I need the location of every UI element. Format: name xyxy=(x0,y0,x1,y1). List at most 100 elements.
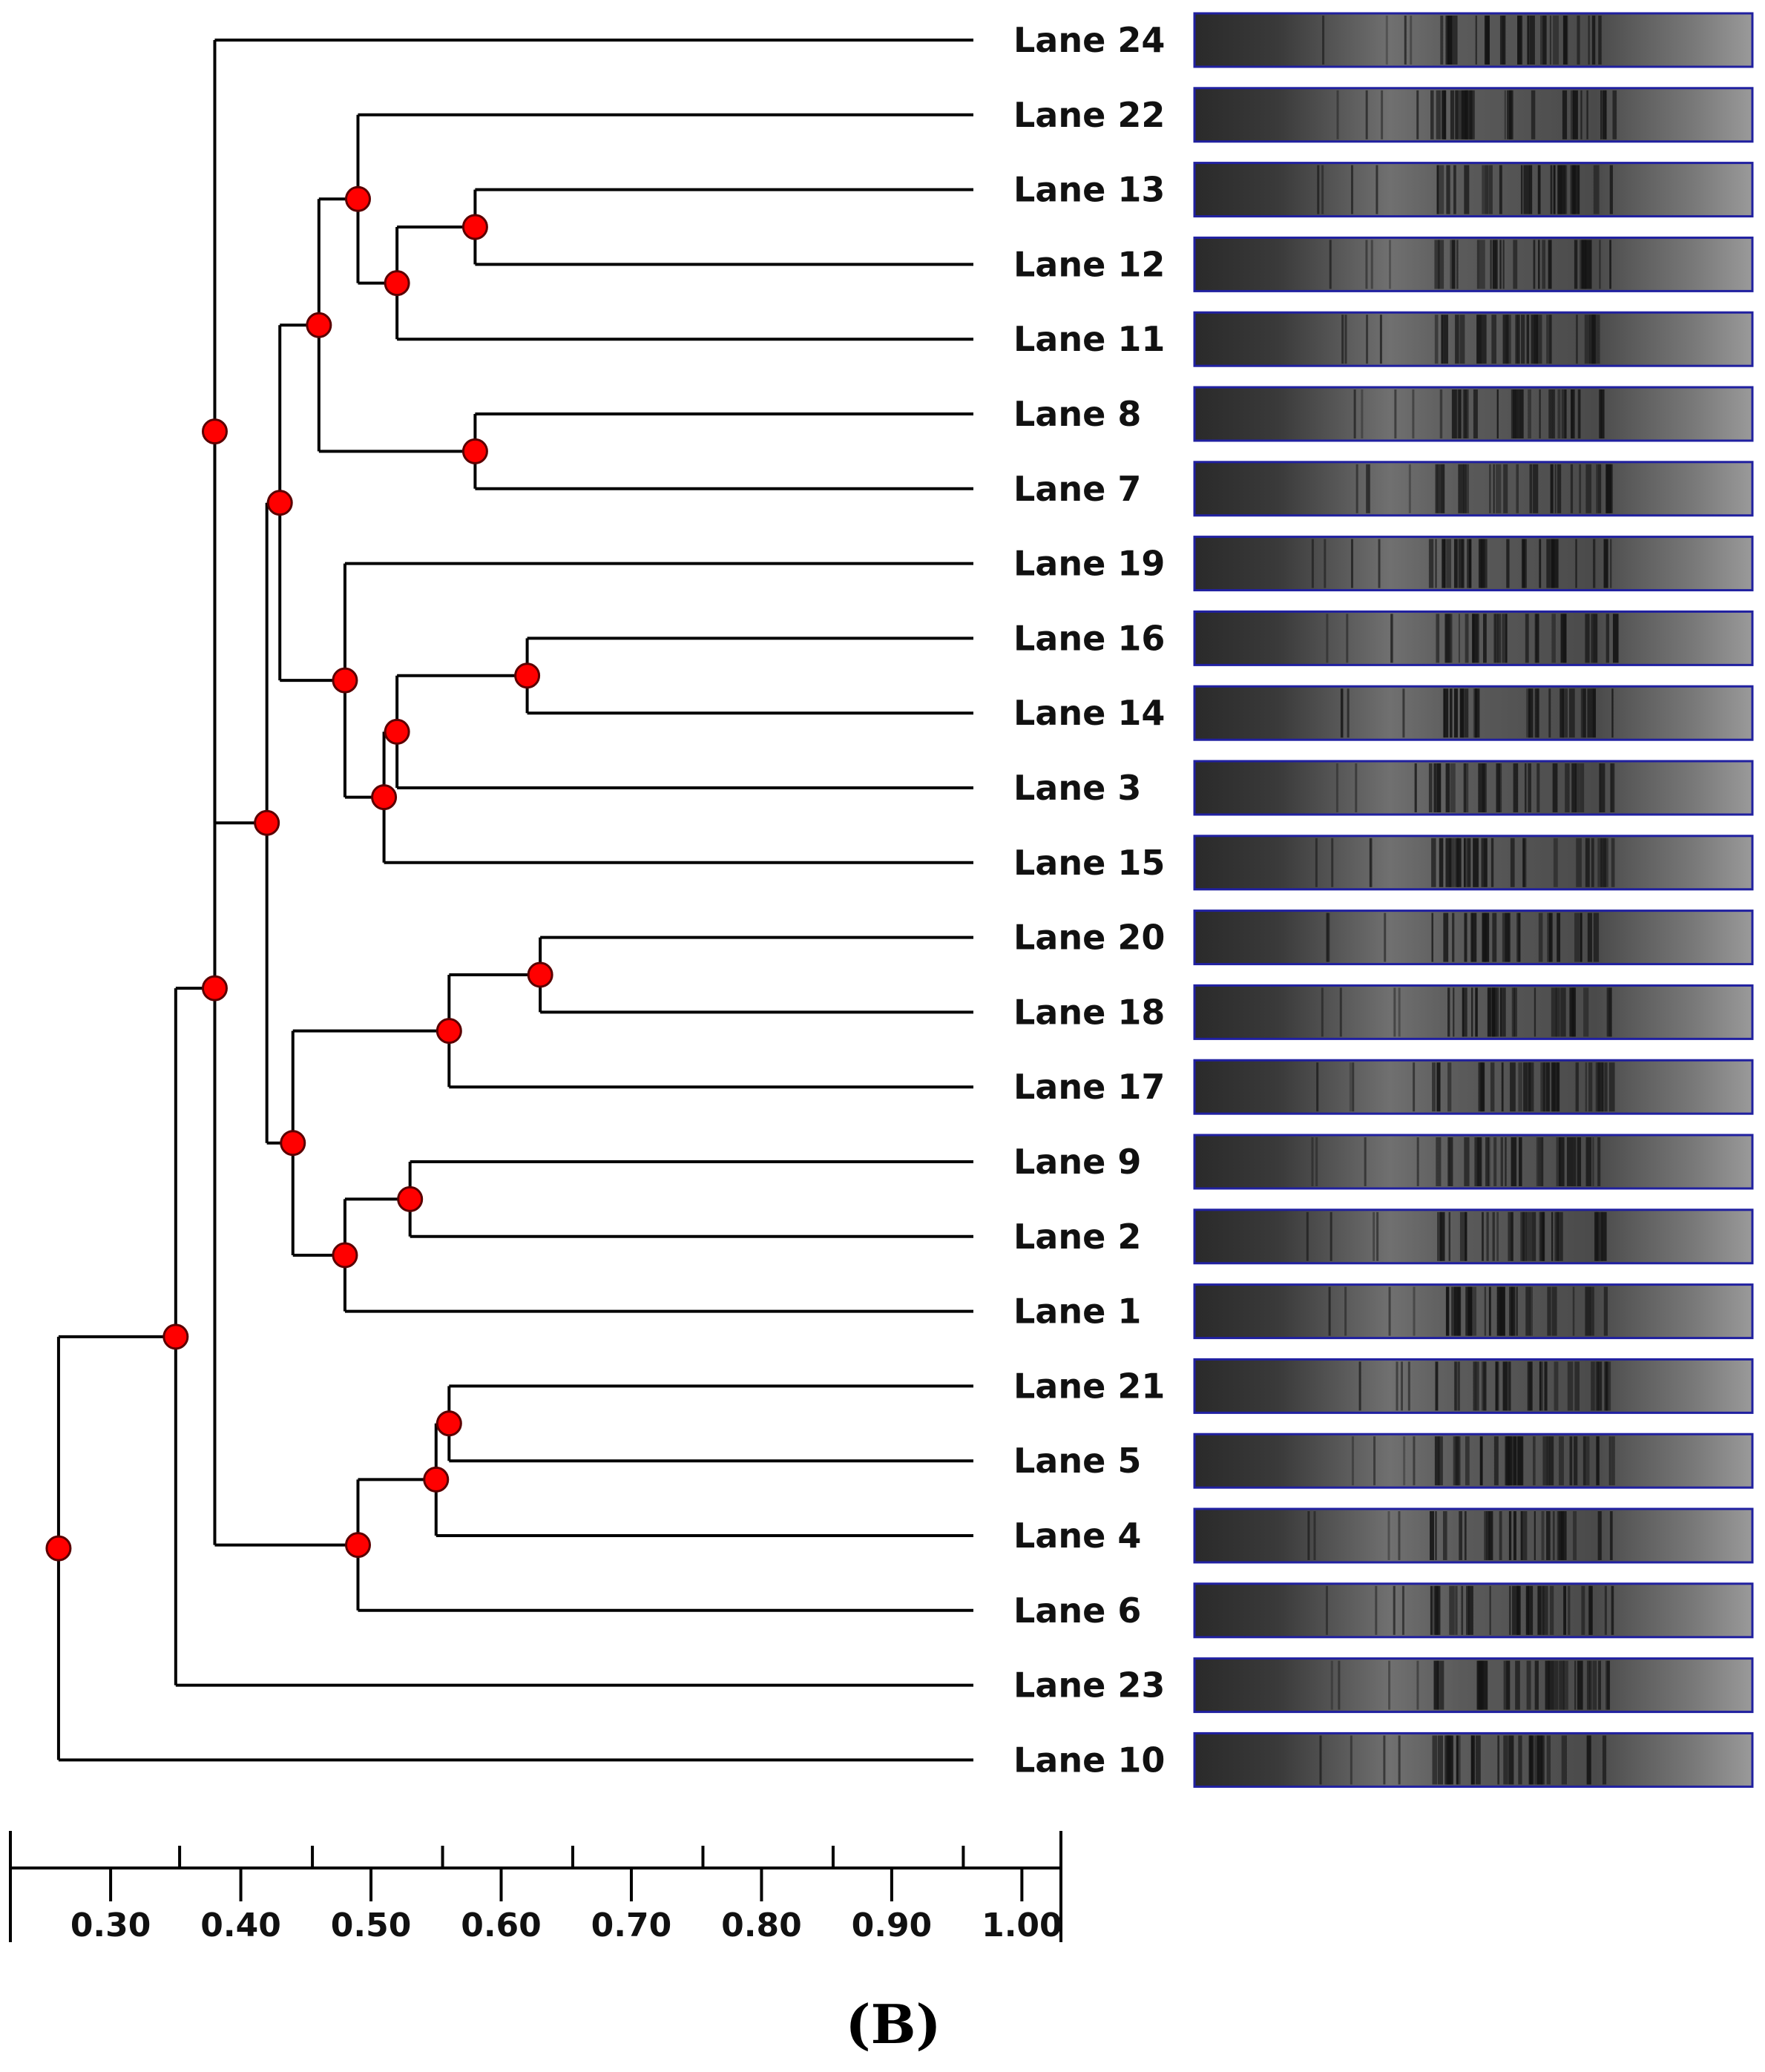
node-marker-n13 xyxy=(397,1185,424,1212)
gel-frame-lane-2 xyxy=(1193,1208,1754,1265)
node-marker-n11 xyxy=(527,961,553,988)
node-marker-n1 xyxy=(461,214,488,240)
node-marker-n18 xyxy=(436,1410,462,1437)
lane-label-lane-20: Lane 20 xyxy=(1013,918,1165,958)
lane-label-lane-22: Lane 22 xyxy=(1013,95,1165,135)
gel-lane-lane-6 xyxy=(1193,1582,1754,1639)
node-marker-n20 xyxy=(344,1532,371,1559)
lane-label-lane-15: Lane 15 xyxy=(1013,843,1165,883)
lane-label-lane-9: Lane 9 xyxy=(1013,1142,1141,1182)
gel-bands-lane-17 xyxy=(1316,1062,1615,1112)
gel-bands-lane-16 xyxy=(1326,614,1619,663)
node-marker-n10 xyxy=(266,490,293,516)
node-marker-n19 xyxy=(423,1466,450,1493)
lane-label-lane-17: Lane 17 xyxy=(1013,1067,1165,1107)
similarity-axis: 0.30 0.40 0.50 0.60 0.70 0.80 0.90 1.00 xyxy=(9,1831,1062,1944)
axis-tick-label-4: 0.70 xyxy=(591,1907,672,1944)
gel-lane-lane-7 xyxy=(1193,461,1754,517)
gel-frame-lane-1 xyxy=(1193,1283,1754,1340)
node-marker-n14 xyxy=(332,1242,358,1269)
node-marker-n12 xyxy=(436,1018,462,1045)
lane-label-lane-19: Lane 19 xyxy=(1013,544,1165,584)
lane-label-lane-7: Lane 7 xyxy=(1013,469,1141,509)
gel-frame-lane-9 xyxy=(1193,1134,1754,1190)
lane-label-lane-11: Lane 11 xyxy=(1013,319,1165,359)
gel-lane-lane-23 xyxy=(1193,1657,1754,1714)
gel-lane-lane-3 xyxy=(1193,760,1754,816)
lane-label-lane-3: Lane 3 xyxy=(1013,768,1141,808)
axis-tick-label-0: 0.30 xyxy=(70,1907,151,1944)
axis-tick-label-6: 0.90 xyxy=(852,1907,933,1944)
node-marker-n21 xyxy=(201,975,228,1002)
lane-labels: Lane 24 Lane 22 Lane 13 Lane 12 Lane 11 Lane … xyxy=(1013,20,1165,1780)
gel-lane-lane-16 xyxy=(1193,610,1754,666)
node-marker-n2 xyxy=(384,270,410,297)
lane-label-lane-1: Lane 1 xyxy=(1013,1292,1141,1332)
gel-frame-lane-12 xyxy=(1193,236,1754,292)
gel-bands-lane-14 xyxy=(1340,688,1614,738)
gel-bands-lane-24 xyxy=(1322,16,1602,65)
gel-bands-lane-11 xyxy=(1341,315,1600,364)
gel-frame-lane-17 xyxy=(1193,1059,1754,1115)
gel-lane-lane-13 xyxy=(1193,162,1754,218)
axis-tick-label-1: 0.40 xyxy=(200,1907,281,1944)
gel-lane-lane-15 xyxy=(1193,835,1754,891)
lane-label-lane-24: Lane 24 xyxy=(1013,20,1165,60)
lane-label-lane-2: Lane 2 xyxy=(1013,1217,1141,1257)
gel-bands-lane-18 xyxy=(1321,987,1612,1037)
gel-frame-lane-14 xyxy=(1193,685,1754,741)
gel-frame-lane-24 xyxy=(1193,12,1754,68)
gel-frame-lane-3 xyxy=(1193,760,1754,816)
gel-frame-lane-18 xyxy=(1193,984,1754,1040)
gel-bands-lane-2 xyxy=(1306,1211,1607,1261)
axis-tick-label-7: 1.00 xyxy=(982,1907,1062,1944)
gel-lane-lane-11 xyxy=(1193,311,1754,367)
lane-label-lane-12: Lane 12 xyxy=(1013,244,1165,284)
gel-frame-lane-19 xyxy=(1193,536,1754,592)
node-marker-n4 xyxy=(461,438,488,464)
gel-lane-lane-19 xyxy=(1193,536,1754,592)
gel-lane-lane-10 xyxy=(1193,1731,1754,1788)
gel-bands-lane-1 xyxy=(1328,1286,1608,1336)
gel-bands-lane-6 xyxy=(1325,1585,1614,1635)
gel-bands-lane-12 xyxy=(1329,240,1611,289)
gel-frame-lane-4 xyxy=(1193,1507,1754,1564)
gel-bands-lane-21 xyxy=(1358,1361,1611,1411)
gel-bands-lane-5 xyxy=(1351,1436,1615,1486)
gel-frame-lane-13 xyxy=(1193,162,1754,218)
gel-bands-lane-8 xyxy=(1353,389,1605,438)
lane-label-lane-14: Lane 14 xyxy=(1013,693,1165,733)
gel-bands-lane-4 xyxy=(1307,1511,1613,1560)
node-marker-n6 xyxy=(514,662,541,689)
lane-label-lane-18: Lane 18 xyxy=(1013,992,1165,1032)
gel-lane-lane-22 xyxy=(1193,87,1754,143)
node-marker-n3 xyxy=(344,185,371,212)
axis-tick-label-3: 0.60 xyxy=(461,1907,542,1944)
node-marker-n8 xyxy=(371,784,398,811)
gel-lane-lane-14 xyxy=(1193,685,1754,741)
node-marker-n23 xyxy=(45,1535,72,1562)
axis-tick-label-2: 0.50 xyxy=(331,1907,412,1944)
panel-label: (B) xyxy=(846,1993,941,2056)
gel-bands-lane-7 xyxy=(1355,464,1613,513)
node-marker-n15 xyxy=(280,1130,306,1157)
lane-label-lane-4: Lane 4 xyxy=(1013,1516,1141,1556)
gel-lane-lane-1 xyxy=(1193,1283,1754,1340)
node-marker-n16 xyxy=(254,809,280,836)
lane-label-lane-10: Lane 10 xyxy=(1013,1740,1165,1780)
gel-frame-lane-23 xyxy=(1193,1657,1754,1714)
gel-frame-lane-5 xyxy=(1193,1433,1754,1489)
axis-tick-label-5: 0.80 xyxy=(721,1907,802,1944)
gel-bands-lane-20 xyxy=(1326,912,1600,962)
lane-label-lane-6: Lane 6 xyxy=(1013,1591,1141,1631)
gel-bands-lane-15 xyxy=(1315,838,1615,887)
node-marker-n9 xyxy=(332,667,358,694)
lane-label-lane-8: Lane 8 xyxy=(1013,394,1141,434)
gel-lane-lane-12 xyxy=(1193,236,1754,292)
gel-bands-lane-3 xyxy=(1335,763,1615,812)
lane-label-lane-5: Lane 5 xyxy=(1013,1441,1141,1481)
gel-lane-lane-8 xyxy=(1193,386,1754,442)
lane-label-lane-13: Lane 13 xyxy=(1013,170,1165,210)
gel-bands-lane-9 xyxy=(1311,1137,1601,1186)
